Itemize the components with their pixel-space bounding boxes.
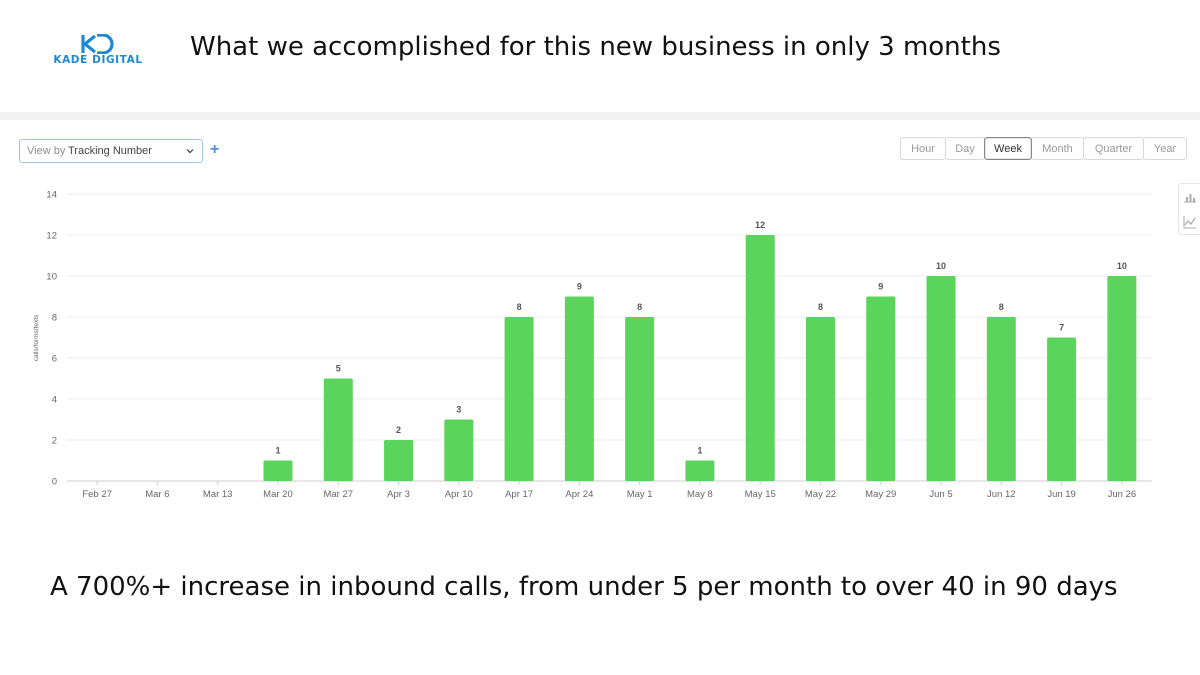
x-tick-label: May 29 xyxy=(865,489,896,500)
bar-value-label: 9 xyxy=(577,282,582,292)
bar-value-label: 1 xyxy=(275,446,280,456)
chart-bar xyxy=(986,317,1016,481)
header-separator xyxy=(0,112,1200,120)
view-by-prefix: View by xyxy=(27,145,66,157)
bar-value-label: 8 xyxy=(818,302,823,312)
bar-value-label: 8 xyxy=(999,302,1004,312)
x-tick-label: May 8 xyxy=(687,489,713,500)
x-tick-label: Apr 10 xyxy=(445,489,473,500)
bar-value-label: 3 xyxy=(456,405,461,415)
x-tick-label: Mar 20 xyxy=(263,489,293,500)
kd-logo-icon xyxy=(81,34,114,54)
logo-text: KADE DIGITAL xyxy=(53,54,143,66)
bar-value-label: 8 xyxy=(637,302,642,312)
view-by-value: Tracking Number xyxy=(68,145,152,157)
bar-value-label: 2 xyxy=(396,425,401,435)
chart-bar xyxy=(323,378,353,481)
bar-value-label: 5 xyxy=(336,364,341,374)
bar-value-label: 8 xyxy=(517,302,522,312)
chart-bar xyxy=(926,276,956,481)
x-tick-label: May 15 xyxy=(745,489,776,500)
time-range-group: Hour Day Week Month Quarter Year xyxy=(900,137,1187,160)
x-tick-label: Feb 27 xyxy=(82,489,112,500)
y-axis-label: calls/forms/texts xyxy=(33,314,40,361)
header-band xyxy=(0,0,1200,112)
x-tick-label: Jun 19 xyxy=(1047,489,1076,500)
x-tick-label: Mar 27 xyxy=(323,489,353,500)
x-tick-label: May 22 xyxy=(805,489,836,500)
line-chart-icon[interactable] xyxy=(1183,215,1197,229)
range-month-button[interactable]: Month xyxy=(1031,137,1084,160)
chevron-down-icon xyxy=(186,149,194,154)
chart-bar xyxy=(1107,276,1137,481)
chart-bar xyxy=(263,460,293,481)
y-tick-label: 14 xyxy=(46,190,57,201)
bar-value-label: 10 xyxy=(936,261,946,271)
results-tagline: A 700%+ increase in inbound calls, from … xyxy=(50,572,1118,602)
bar-value-label: 12 xyxy=(755,220,765,230)
bar-chart-icon[interactable] xyxy=(1183,190,1197,204)
y-tick-label: 4 xyxy=(52,395,57,406)
chart-bar xyxy=(384,440,414,481)
y-tick-label: 6 xyxy=(52,354,57,365)
bar-value-label: 9 xyxy=(878,282,883,292)
x-tick-label: Mar 13 xyxy=(203,489,233,500)
x-tick-label: Jun 26 xyxy=(1108,489,1137,500)
y-tick-label: 12 xyxy=(46,231,57,242)
y-tick-label: 0 xyxy=(52,477,57,488)
x-tick-label: Mar 6 xyxy=(145,489,169,500)
bar-value-label: 10 xyxy=(1117,261,1127,271)
kade-digital-logo: KADE DIGITAL xyxy=(50,34,146,70)
x-tick-label: May 1 xyxy=(627,489,653,500)
range-hour-button[interactable]: Hour xyxy=(900,137,946,160)
x-tick-label: Apr 3 xyxy=(387,489,410,500)
y-tick-label: 8 xyxy=(52,313,57,324)
chart-bar xyxy=(685,460,715,481)
range-day-button[interactable]: Day xyxy=(945,137,985,160)
chart-bar xyxy=(504,317,534,481)
chart-bar xyxy=(1047,337,1077,481)
x-tick-label: Apr 17 xyxy=(505,489,533,500)
y-tick-label: 2 xyxy=(52,436,57,447)
bar-value-label: 1 xyxy=(697,446,702,456)
bar-value-label: 7 xyxy=(1059,323,1064,333)
add-view-button[interactable]: + xyxy=(210,141,220,158)
chart-bar xyxy=(444,419,474,481)
chart-bar xyxy=(866,296,896,481)
chart-bar xyxy=(745,235,775,481)
chart-bar xyxy=(805,317,835,481)
x-tick-label: Jun 12 xyxy=(987,489,1016,500)
chart-bar xyxy=(625,317,655,481)
page-title: What we accomplished for this new busine… xyxy=(190,32,1001,62)
range-year-button[interactable]: Year xyxy=(1143,137,1187,160)
x-tick-label: Jun 5 xyxy=(929,489,952,500)
y-tick-label: 10 xyxy=(46,272,57,283)
range-quarter-button[interactable]: Quarter xyxy=(1083,137,1144,160)
x-tick-label: Apr 24 xyxy=(565,489,593,500)
view-by-select[interactable]: View by Tracking Number xyxy=(19,139,203,163)
range-week-button[interactable]: Week xyxy=(984,137,1032,160)
chart-bar xyxy=(564,296,594,481)
chart-type-toolbar xyxy=(1178,183,1200,235)
